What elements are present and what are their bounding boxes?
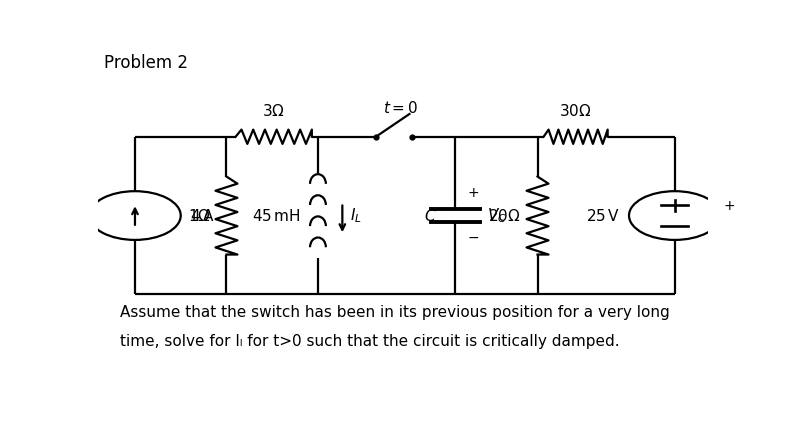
Text: $C$: $C$ (424, 208, 437, 224)
Text: +: + (723, 199, 735, 213)
Text: Assume that the switch has been in its previous position for a very long: Assume that the switch has been in its p… (120, 305, 670, 320)
Text: Problem 2: Problem 2 (105, 54, 188, 72)
Text: $45\,\mathrm{mH}$: $45\,\mathrm{mH}$ (252, 208, 301, 224)
Text: $30\Omega$: $30\Omega$ (560, 103, 592, 119)
Text: $t = 0$: $t = 0$ (382, 100, 418, 116)
Text: $1\Omega$: $1\Omega$ (188, 208, 211, 224)
Text: $I_L$: $I_L$ (349, 206, 361, 225)
Text: $4\,\mathrm{A}$: $4\,\mathrm{A}$ (190, 208, 214, 224)
Text: $V_C$: $V_C$ (487, 206, 507, 225)
Text: $25\,\mathrm{V}$: $25\,\mathrm{V}$ (586, 208, 620, 224)
Text: −: − (467, 231, 479, 245)
Text: $3\Omega$: $3\Omega$ (262, 103, 285, 119)
Text: +: + (467, 186, 479, 200)
Text: $20\Omega$: $20\Omega$ (488, 208, 520, 224)
Text: time, solve for Iₗ for t>0 such that the circuit is critically damped.: time, solve for Iₗ for t>0 such that the… (120, 334, 619, 349)
